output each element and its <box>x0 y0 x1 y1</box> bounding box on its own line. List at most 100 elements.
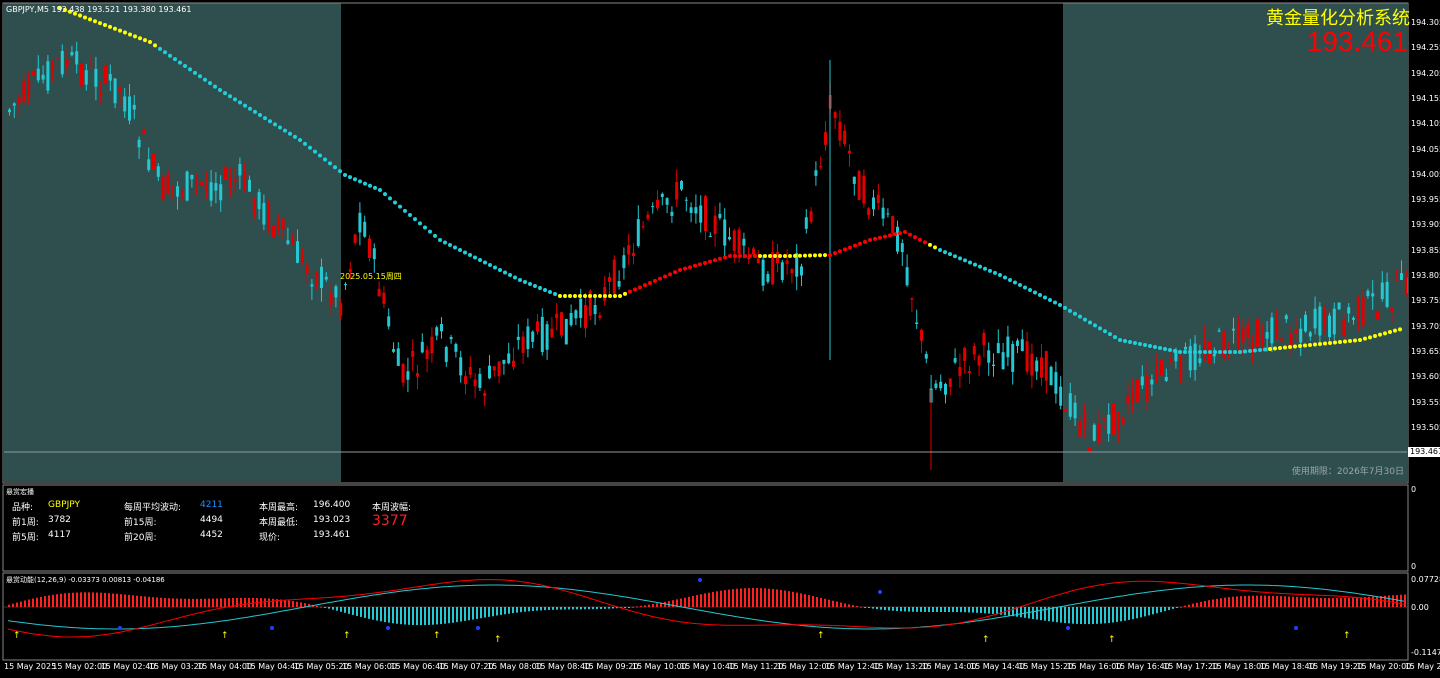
ma-dot <box>468 253 472 257</box>
ma-dot <box>1108 332 1112 337</box>
ma-dot <box>158 46 162 51</box>
macd-bar <box>1132 607 1134 620</box>
ma-dot <box>1378 332 1382 337</box>
macd-bar <box>804 594 806 607</box>
ma-dot <box>868 238 872 242</box>
candle-body <box>536 321 539 332</box>
macd-bar <box>116 593 118 607</box>
candle-body <box>1193 343 1197 371</box>
ma-dot <box>1203 350 1207 354</box>
candle-body <box>1212 353 1216 357</box>
ma-dot <box>173 57 177 62</box>
ma-dot <box>713 258 717 263</box>
macd-bar <box>532 607 534 611</box>
ma-dot <box>1208 350 1212 354</box>
candle-body <box>51 62 55 71</box>
ma-dot <box>1153 345 1157 349</box>
macd-bar <box>1220 598 1222 607</box>
price-tick: 194.005 <box>1411 169 1440 179</box>
info-value: 4211 <box>200 500 223 510</box>
macd-bar <box>720 590 722 607</box>
candle-body <box>564 319 568 345</box>
time-tick: 15 May 18:40 <box>1259 662 1315 671</box>
ma-dot <box>393 200 397 205</box>
macd-bar <box>824 598 826 607</box>
macd-bar <box>436 607 438 625</box>
ma-dot <box>978 264 982 269</box>
ma-dot <box>563 294 567 298</box>
macd-bar <box>1124 607 1126 621</box>
ma-dot <box>488 263 492 267</box>
candle-body <box>1313 308 1317 329</box>
candle-body <box>1064 408 1067 412</box>
ma-dot <box>1328 341 1332 345</box>
ma-dot <box>388 196 392 201</box>
ma-dot <box>823 253 827 258</box>
ma-dot <box>603 294 607 298</box>
ma-dot <box>483 260 487 265</box>
ma-dot <box>283 128 287 133</box>
macd-bar <box>604 607 606 609</box>
macd-bar <box>1152 607 1154 615</box>
macd-bar <box>140 596 142 607</box>
macd-bar <box>1272 595 1274 607</box>
candle-body <box>776 252 779 264</box>
ma-dot <box>1238 350 1242 354</box>
info-axis-top: 0 <box>1411 485 1417 494</box>
macd-bar <box>1104 607 1106 624</box>
macd-bar <box>24 600 26 607</box>
candle-body <box>550 328 554 338</box>
ma-dot <box>578 294 582 298</box>
big-price: 193.461 <box>1306 26 1408 57</box>
macd-bar <box>1068 607 1070 624</box>
macd-bar <box>420 607 422 626</box>
ma-dot <box>1018 283 1022 287</box>
candle-body <box>1342 319 1346 337</box>
macd-bar <box>600 607 602 609</box>
macd-bar <box>936 607 938 612</box>
macd-down-marker <box>1066 626 1070 630</box>
time-tick: 15 May 08:00 <box>487 662 542 671</box>
ma-dot <box>518 278 522 282</box>
candle-body <box>209 182 213 201</box>
ma-dot <box>238 100 242 105</box>
macd-bar <box>52 594 54 607</box>
candle-body <box>444 347 448 362</box>
macd-bar <box>64 593 66 607</box>
candle-body <box>872 197 875 210</box>
candle-body <box>704 196 707 232</box>
ma-dot <box>1268 347 1272 351</box>
macd-cross-markers: ↑ ↑ ↑ ↑ ↑ ↑ ↑ ↑ ↑ <box>13 578 1351 645</box>
macd-bar <box>72 592 74 607</box>
macd-bar <box>544 607 546 611</box>
macd-bar <box>380 607 382 622</box>
ma-dot <box>408 213 412 217</box>
ma-dot <box>63 7 67 12</box>
candle-body <box>1155 366 1159 380</box>
macd-axis-zero: 0.00 <box>1411 603 1429 612</box>
ma-dot <box>353 177 357 182</box>
candle-body <box>1203 339 1207 355</box>
ma-dot <box>698 262 702 267</box>
candle-body <box>636 219 640 246</box>
macd-bar <box>792 591 794 607</box>
ma-dot <box>188 67 192 72</box>
macd-bar <box>1264 595 1266 607</box>
candle-body <box>881 207 885 219</box>
macd-bar <box>676 599 678 607</box>
candle-body <box>1164 376 1168 381</box>
ma-dot <box>143 38 147 43</box>
macd-bar <box>1300 597 1302 607</box>
candle-body <box>891 216 895 234</box>
macd-bar <box>300 602 302 607</box>
time-tick: 15 May 06:40 <box>390 662 446 671</box>
macd-bar <box>120 594 122 607</box>
candle-body <box>65 59 69 67</box>
macd-bar <box>828 599 830 607</box>
macd-bar <box>1000 607 1002 615</box>
candle-body <box>1107 414 1111 434</box>
macd-bar <box>1136 607 1138 619</box>
ma-dot <box>658 276 662 281</box>
candle-body <box>795 253 799 277</box>
